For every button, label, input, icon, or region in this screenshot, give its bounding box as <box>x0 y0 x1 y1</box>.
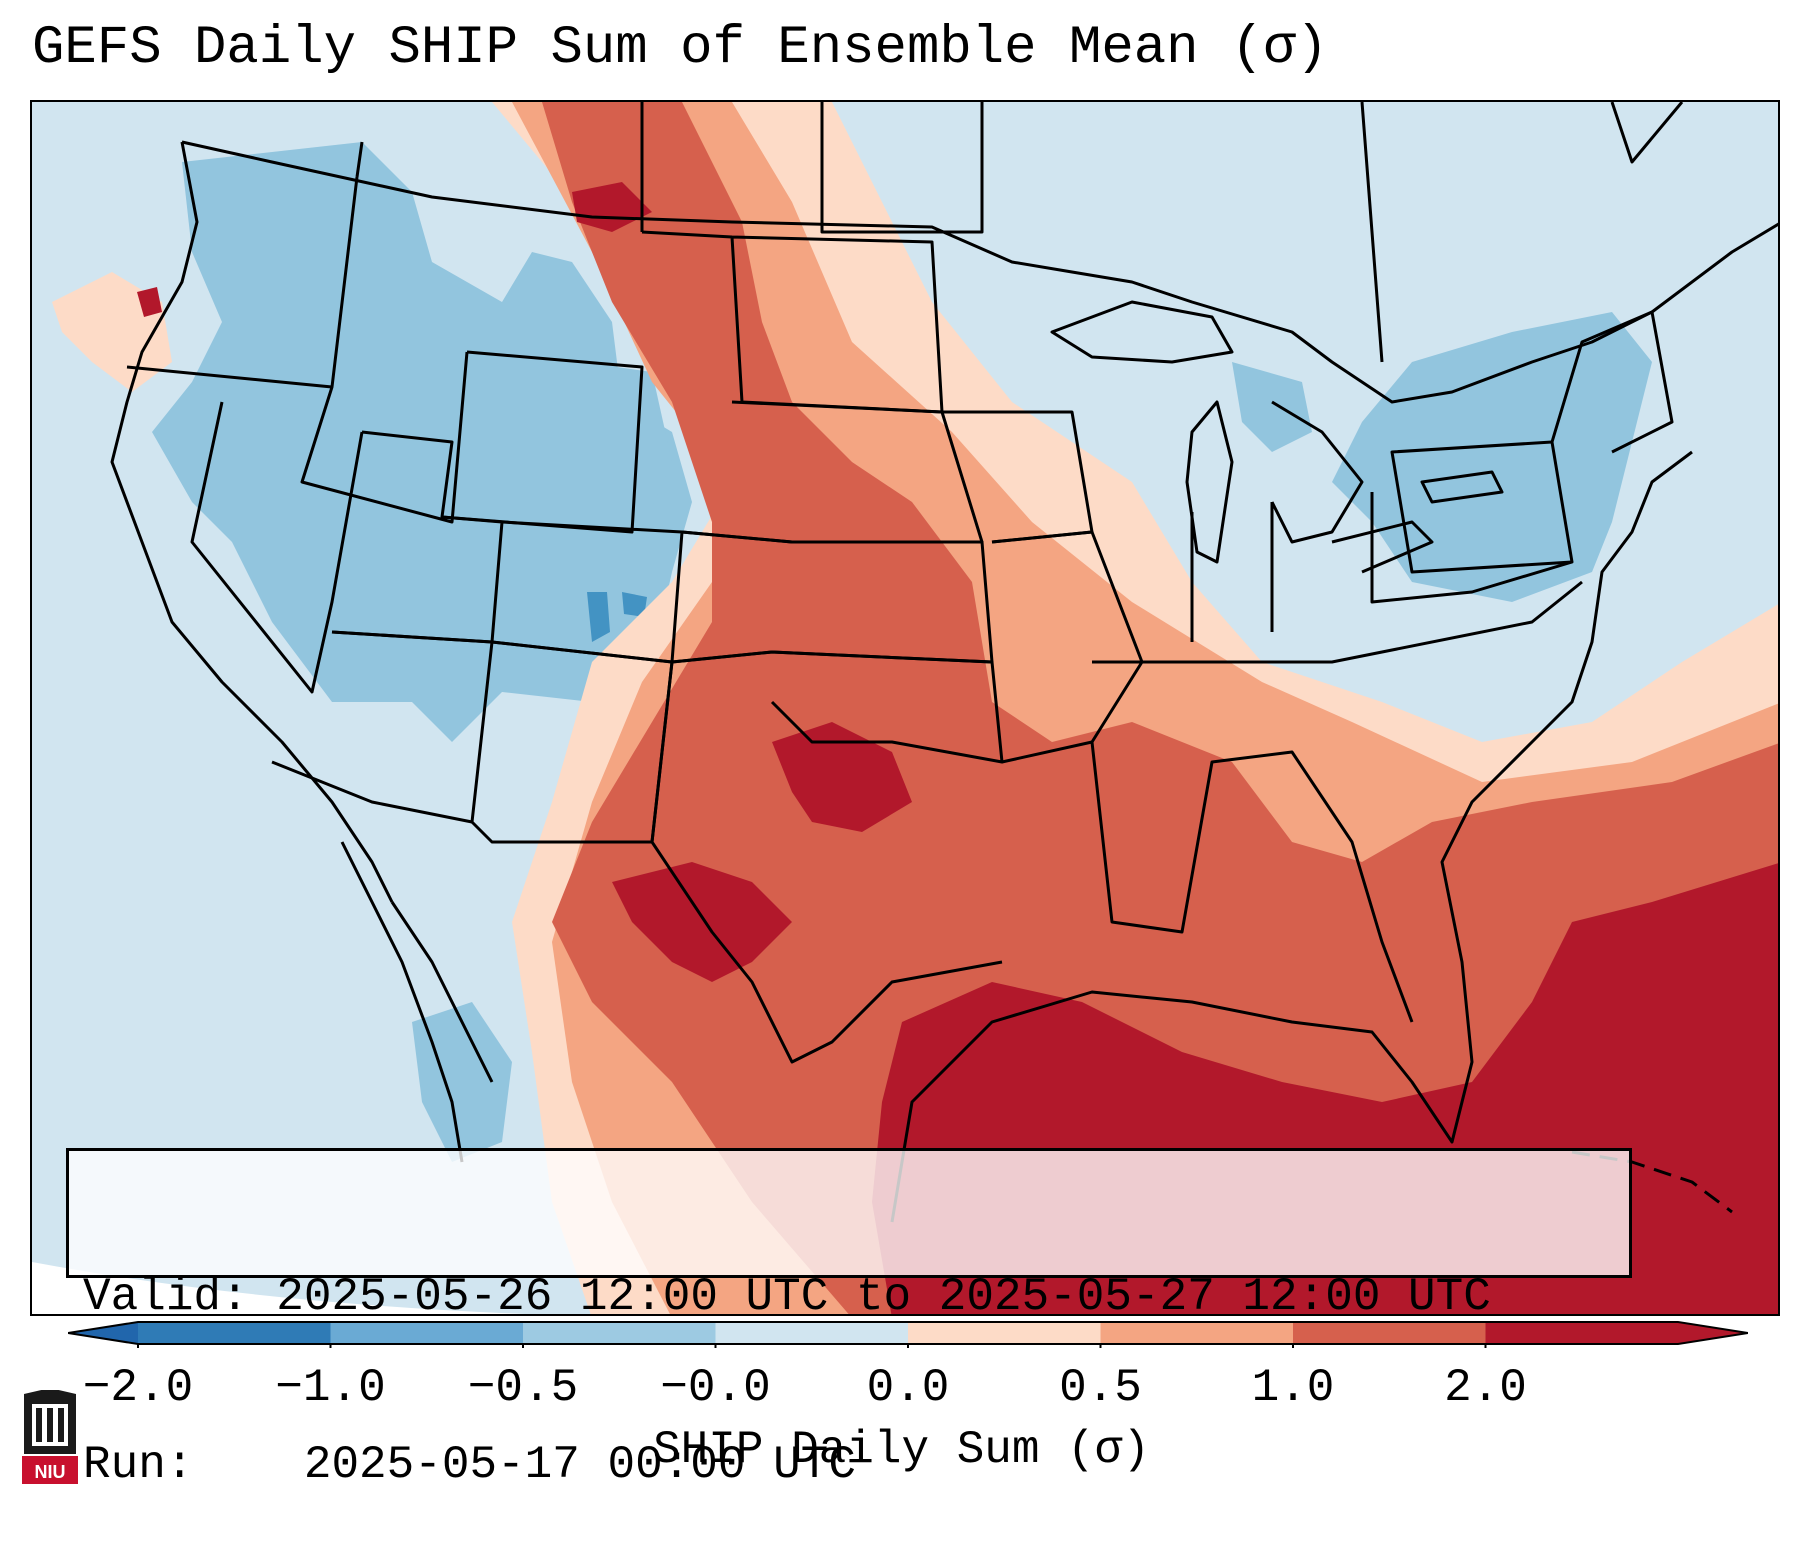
colorbar-segment <box>1100 1322 1293 1344</box>
province-lines <box>355 102 1684 363</box>
colorbar <box>68 1321 1748 1348</box>
anomaly-blue-michigan <box>1232 362 1312 452</box>
colorbar-segment <box>1485 1322 1678 1344</box>
colorbar-tick-label: 2.0 <box>1444 1362 1527 1414</box>
run-label: Run: <box>83 1439 194 1491</box>
anomaly-blue-baja <box>412 1002 512 1162</box>
logo-badge <box>22 1456 78 1484</box>
colorbar-segment <box>330 1322 523 1344</box>
run-row: Run: 2025-05-17 00:00 UTC <box>83 1437 1615 1493</box>
anomaly-blue-northwest <box>152 142 692 742</box>
chart-title: GEFS Daily SHIP Sum of Ensemble Mean (σ) <box>32 18 1329 79</box>
colorbar-tick-label: 1.0 <box>1251 1362 1335 1414</box>
border-us-canada <box>181 140 1778 404</box>
niu-logo: NIU <box>22 1390 78 1484</box>
state-line-oh-in <box>1190 492 1573 642</box>
anomaly-darkred-texas <box>612 862 792 982</box>
anomaly-darkred-oklahoma <box>772 722 912 832</box>
lake-huron-erie <box>1270 400 1434 574</box>
anomaly-blue-colorado <box>512 352 672 602</box>
colorbar-segment <box>1293 1322 1486 1344</box>
logo-text: NIU <box>35 1462 66 1482</box>
valid-label: Valid: <box>83 1271 249 1323</box>
anomaly-red-plains <box>542 102 1778 1314</box>
state-line-nv-ut <box>190 401 364 694</box>
lake-superior <box>1050 300 1234 364</box>
colorbar-tick-label: −0.5 <box>467 1362 579 1414</box>
projection-edge-left <box>32 1262 526 1314</box>
colorbar-segment <box>715 1322 908 1344</box>
boundary-lines <box>110 102 1778 1223</box>
anomaly-blue-colorado-core <box>587 592 647 642</box>
colorbar-tick-label: 0.0 <box>866 1362 950 1414</box>
map-panel <box>30 100 1780 1316</box>
state-line-ms-al <box>1090 741 1414 1023</box>
state-line-wa-or <box>126 365 333 389</box>
coastline-west <box>110 141 394 903</box>
colorbar-extend-low <box>68 1322 138 1344</box>
colorbar-segment <box>138 1322 331 1344</box>
colorbar-tick-label: −0.0 <box>660 1362 771 1414</box>
colorbar-segment <box>908 1322 1101 1344</box>
state-line-dakotas <box>641 230 944 414</box>
valid-value: 2025-05-26 12:00 UTC to 2025-05-27 12:00… <box>276 1271 1491 1323</box>
colorbar-segment <box>523 1322 716 1344</box>
state-line-id <box>300 176 469 524</box>
state-line-tn-ky <box>1092 580 1583 664</box>
state-line-pa-ny <box>1390 440 1574 574</box>
valid-run-info-box: Valid: 2025-05-26 12:00 UTC to 2025-05-2… <box>66 1148 1632 1491</box>
colorbar-tick-label: 0.5 <box>1059 1362 1142 1414</box>
lake-michigan <box>1185 400 1234 564</box>
coastline-baja <box>340 841 494 1163</box>
anomaly-blue-northeast <box>1332 312 1652 602</box>
state-line-new-england <box>1550 310 1674 454</box>
colorbar-tick-label: −1.0 <box>275 1362 386 1414</box>
valid-row: Valid: 2025-05-26 12:00 UTC to 2025-05-2… <box>83 1269 1615 1325</box>
map-canvas <box>32 102 1778 1314</box>
colorbar-label: SHIP Daily Sum (σ) <box>653 1424 1150 1476</box>
anomaly-darkred-oregon <box>137 287 162 317</box>
state-line-tx <box>492 661 1003 1064</box>
colorbar-tick-label: −2.0 <box>82 1362 194 1414</box>
run-value: 2025-05-17 00:00 UTC <box>303 1439 856 1491</box>
coastline-gulf-atlantic <box>890 450 1693 1223</box>
colorbar-extend-high <box>1678 1322 1748 1344</box>
lake-ontario <box>1420 470 1504 504</box>
